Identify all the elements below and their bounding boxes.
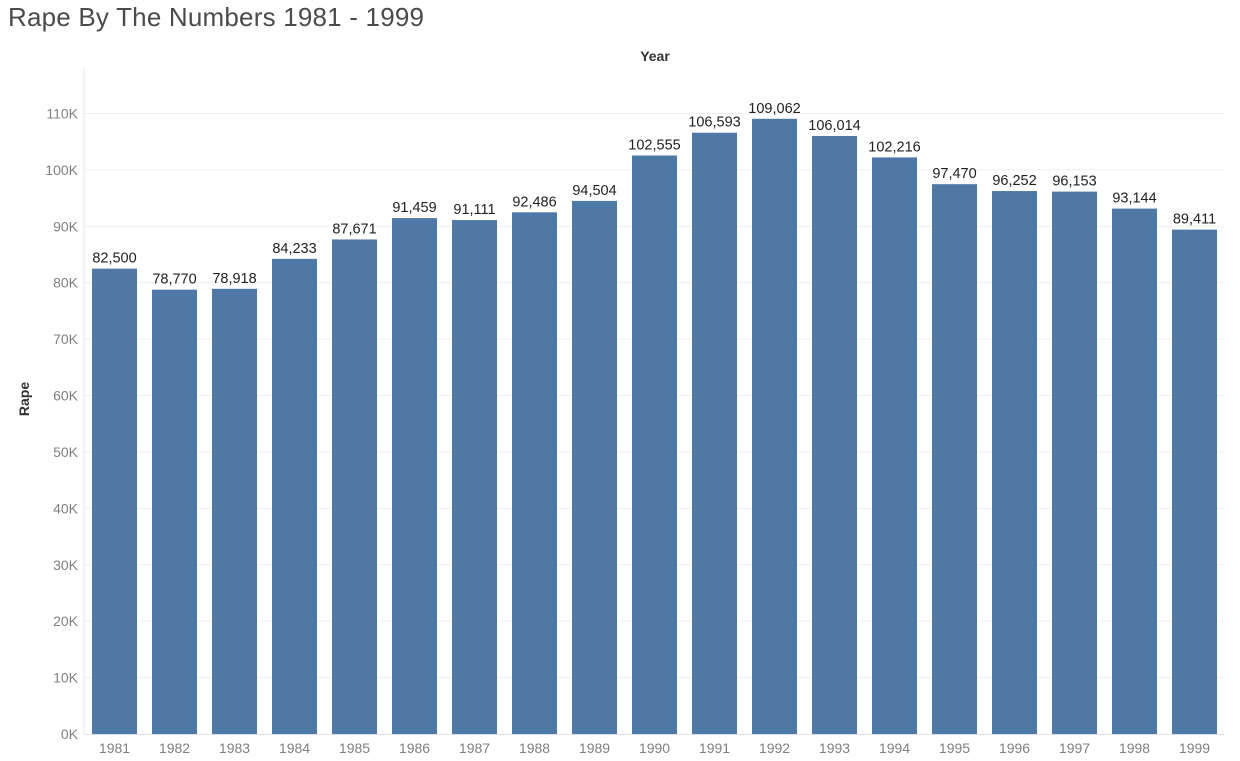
bars	[92, 118, 1217, 735]
data-labels: 82,500 78,770 78,918 84,233 87,671 91,459 91,1…	[92, 101, 1216, 288]
y-axis-title: Rape	[16, 382, 32, 416]
y-tick-label: 70K	[53, 331, 79, 347]
x-tick-label: 1999	[1179, 740, 1210, 756]
x-tick-label: 1984	[279, 740, 310, 756]
y-tick-label: 60K	[53, 388, 79, 404]
bar-1981[interactable]	[92, 268, 137, 734]
x-tick-label: 1982	[159, 740, 190, 756]
y-tick-label: 90K	[53, 218, 79, 234]
data-label-1997: 96,153	[1052, 174, 1096, 190]
data-label-1993: 106,014	[808, 118, 860, 134]
data-label-1987: 91,111	[453, 202, 495, 218]
x-tick-label: 1998	[1119, 740, 1150, 756]
data-label-1998: 93,144	[1112, 191, 1156, 207]
y-tick-label: 110K	[46, 106, 78, 122]
bar-1995[interactable]	[932, 184, 977, 734]
bar-1990[interactable]	[632, 155, 677, 734]
data-label-1996: 96,252	[992, 173, 1036, 189]
x-tick-label: 1993	[819, 740, 850, 756]
bar-1989[interactable]	[572, 200, 617, 735]
bar-1993[interactable]	[812, 135, 857, 734]
bar-1992[interactable]	[752, 118, 797, 734]
bar-1987[interactable]	[452, 220, 497, 734]
y-tick-label: 100K	[45, 162, 78, 178]
data-label-1992: 109,062	[748, 101, 800, 117]
y-tick-label: 20K	[53, 613, 79, 629]
bar-1991[interactable]	[692, 132, 737, 735]
data-label-1985: 87,671	[332, 221, 376, 237]
bar-1986[interactable]	[392, 218, 437, 735]
y-tick-label: 40K	[53, 500, 79, 516]
x-tick-label: 1997	[1059, 740, 1090, 756]
bar-1982[interactable]	[152, 289, 197, 734]
y-tick-label: 10K	[53, 670, 79, 686]
data-label-1991: 106,593	[688, 115, 740, 131]
data-label-1999: 89,411	[1173, 212, 1216, 228]
x-tick-label: 1995	[939, 740, 970, 756]
x-tick-label: 1996	[999, 740, 1030, 756]
data-label-1984: 84,233	[272, 241, 316, 257]
x-tick-label: 1991	[699, 740, 730, 756]
x-axis-ticks: 1981 1982 1983 1984 1985 1986 1987 1988 1989 1990…	[99, 740, 1210, 756]
data-label-1988: 92,486	[512, 194, 556, 210]
x-tick-label: 1987	[459, 740, 490, 756]
bar-1998[interactable]	[1112, 208, 1157, 735]
chart-title: Rape By The Numbers 1981 - 1999	[8, 2, 425, 32]
x-tick-label: 1994	[879, 740, 910, 756]
bar-1984[interactable]	[272, 258, 317, 734]
bar-1997[interactable]	[1052, 191, 1097, 734]
x-tick-label: 1988	[519, 740, 550, 756]
bar-1999[interactable]	[1172, 229, 1217, 734]
bar-1985[interactable]	[332, 239, 377, 734]
bar-1988[interactable]	[512, 212, 557, 735]
x-tick-label: 1985	[339, 740, 370, 756]
data-label-1982: 78,770	[152, 272, 196, 288]
y-tick-label: 50K	[53, 444, 79, 460]
data-label-1983: 78,918	[212, 271, 256, 287]
bar-1996[interactable]	[992, 191, 1037, 735]
x-tick-label: 1986	[399, 740, 430, 756]
data-label-1990: 102,555	[628, 137, 680, 153]
y-tick-label: 80K	[53, 275, 79, 291]
x-tick-label: 1992	[759, 740, 790, 756]
x-tick-label: 1989	[579, 740, 610, 756]
bar-1994[interactable]	[872, 157, 917, 735]
y-tick-label: 30K	[53, 557, 79, 573]
x-axis-title: Year	[640, 48, 670, 64]
bar-1983[interactable]	[212, 288, 257, 734]
y-axis-ticks: 0K 10K 20K 30K 40K 50K 60K 70K 80K 90K 100K 110K	[45, 106, 78, 743]
data-label-1981: 82,500	[92, 251, 136, 267]
data-label-1994: 102,216	[868, 139, 920, 155]
x-tick-label: 1990	[639, 740, 670, 756]
data-label-1986: 91,459	[392, 200, 436, 216]
data-label-1989: 94,504	[572, 183, 616, 199]
x-tick-label: 1983	[219, 740, 250, 756]
data-label-1995: 97,470	[932, 166, 976, 182]
y-tick-label: 0K	[61, 726, 79, 742]
x-tick-label: 1981	[99, 740, 130, 756]
